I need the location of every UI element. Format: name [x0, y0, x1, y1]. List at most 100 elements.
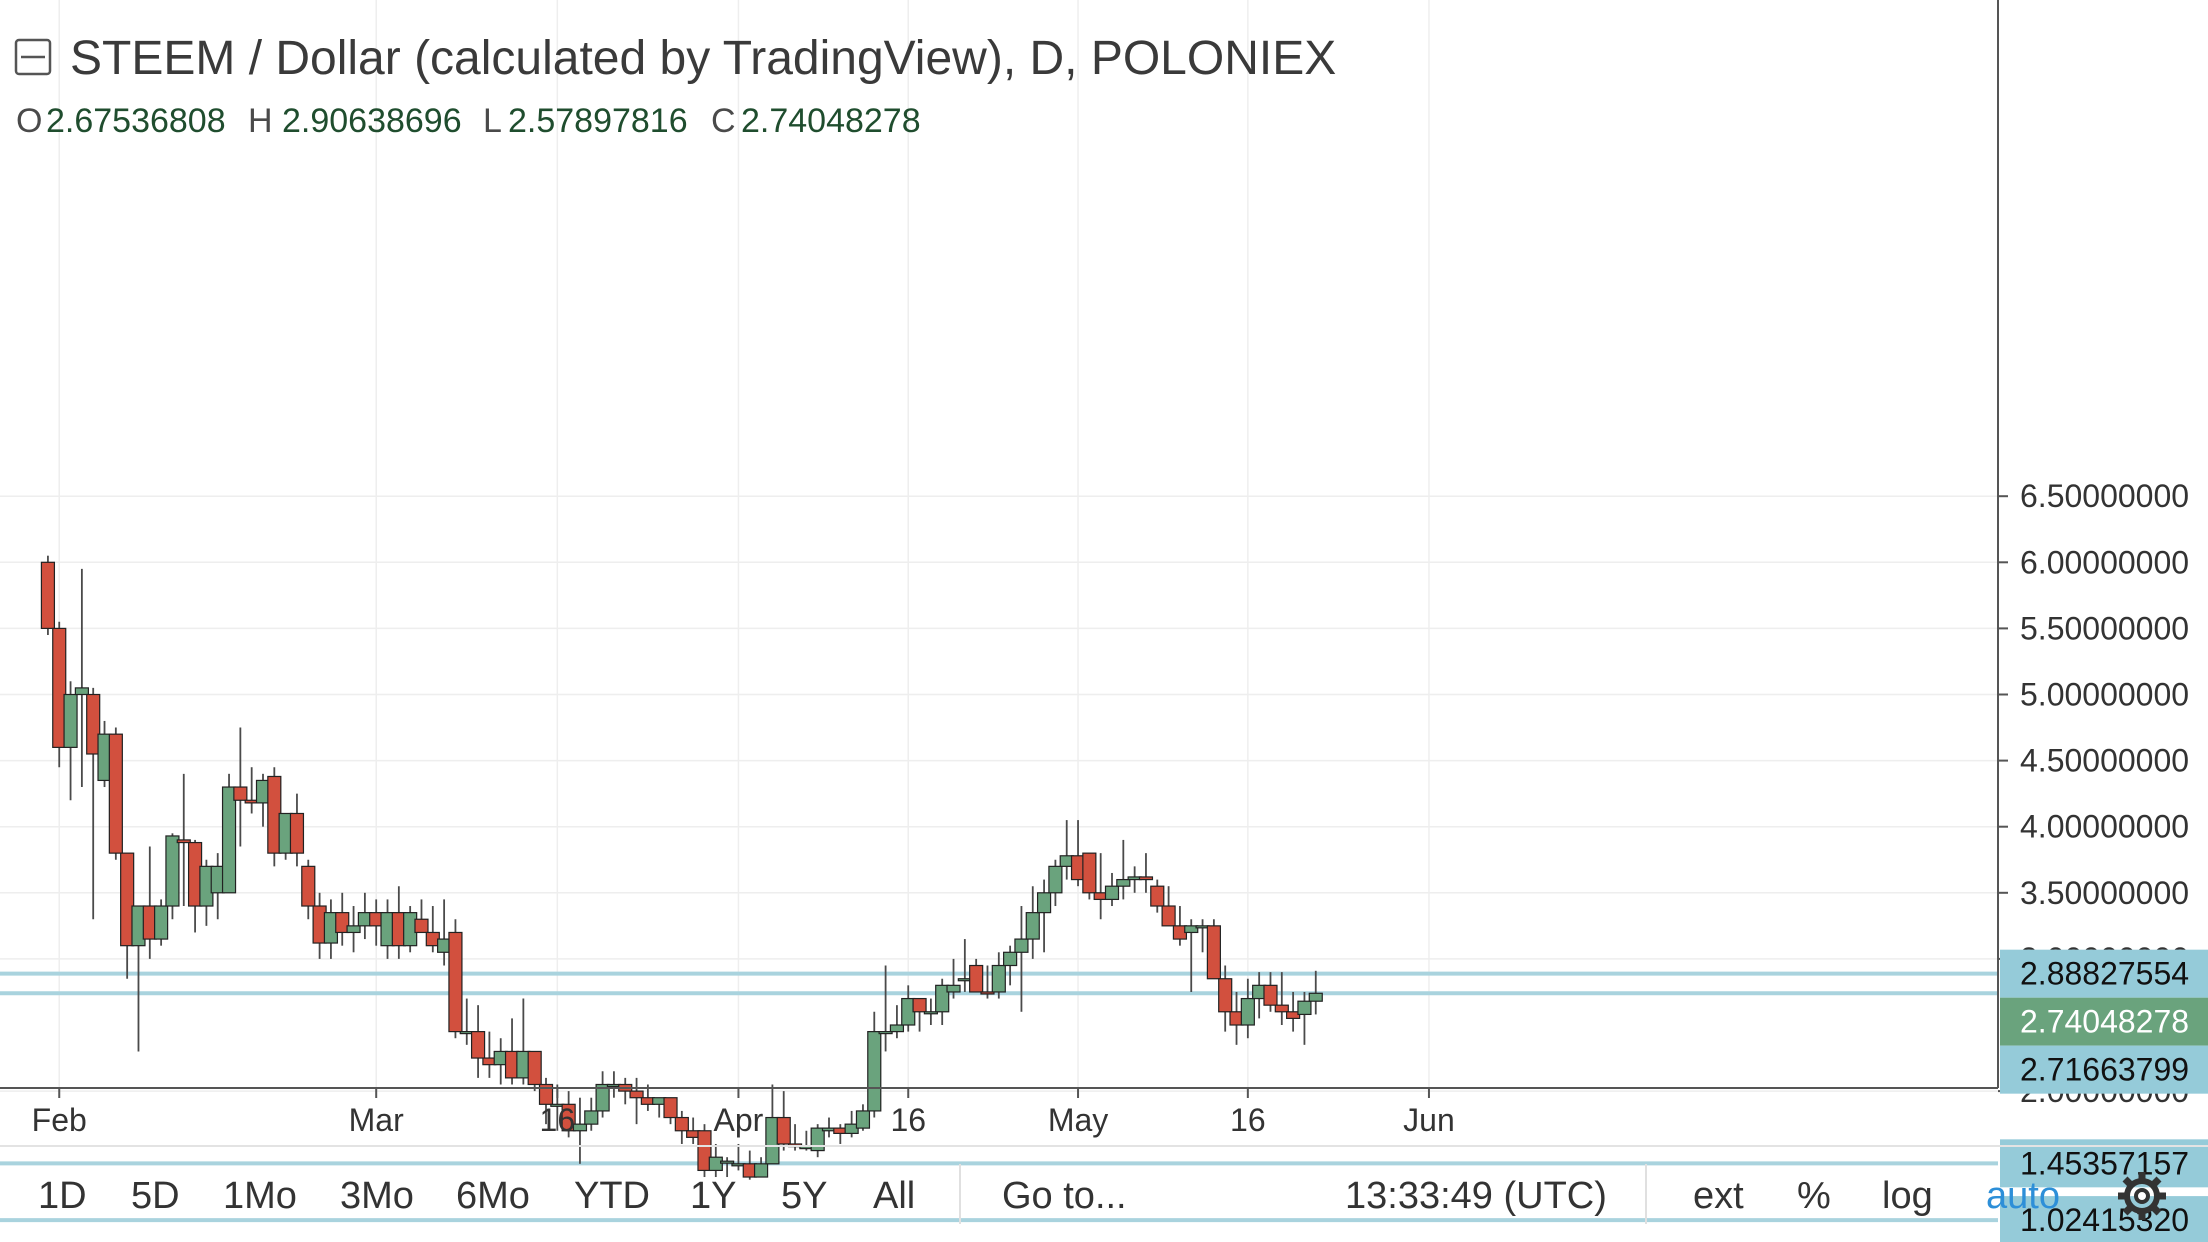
candle[interactable]	[991, 952, 1006, 999]
candle[interactable]	[301, 859, 316, 920]
candle[interactable]	[97, 720, 112, 788]
candle[interactable]	[912, 997, 927, 1032]
candle[interactable]	[674, 1110, 689, 1144]
candle[interactable]	[889, 1005, 905, 1039]
candle[interactable]	[504, 1018, 520, 1085]
range-1y-button[interactable]: 1Y	[690, 1175, 736, 1217]
candle[interactable]	[776, 1091, 791, 1151]
candle[interactable]	[63, 681, 78, 801]
utc-clock[interactable]: 13:33:49 (UTC)	[1345, 1175, 1607, 1217]
candle[interactable]	[969, 958, 984, 993]
candle[interactable]	[1240, 978, 1255, 1039]
candle[interactable]	[380, 899, 395, 959]
candle[interactable]	[142, 846, 157, 959]
candle[interactable]	[742, 1150, 757, 1180]
range-ytd-button[interactable]: YTD	[574, 1175, 650, 1217]
candle[interactable]	[878, 965, 893, 1052]
candle[interactable]	[187, 839, 203, 933]
log-scale-toggle[interactable]: log	[1882, 1175, 1933, 1217]
candle[interactable]	[176, 773, 191, 907]
candle[interactable]	[1206, 919, 1221, 980]
candle[interactable]	[753, 1157, 769, 1178]
candle[interactable]	[1218, 965, 1233, 1032]
candle[interactable]	[663, 1097, 678, 1125]
candle[interactable]	[1172, 906, 1188, 946]
range-5d-button[interactable]: 5D	[131, 1175, 180, 1217]
candle[interactable]	[40, 555, 56, 636]
candle[interactable]	[867, 1011, 882, 1118]
candle[interactable]	[1036, 879, 1052, 953]
range-1mo-button[interactable]: 1Mo	[223, 1175, 297, 1217]
candle[interactable]	[74, 568, 89, 788]
candle[interactable]	[414, 899, 429, 934]
candle[interactable]	[221, 773, 237, 894]
candle[interactable]	[584, 1097, 599, 1131]
auto-scale-toggle[interactable]: auto	[1986, 1175, 2060, 1217]
candle[interactable]	[233, 727, 248, 847]
candle[interactable]	[923, 998, 938, 1025]
candle[interactable]	[1297, 991, 1312, 1045]
candle[interactable]	[1003, 945, 1018, 986]
candle[interactable]	[1184, 919, 1199, 992]
candle[interactable]	[1138, 853, 1154, 893]
candle[interactable]	[86, 687, 101, 920]
candle[interactable]	[810, 1124, 825, 1158]
range-5y-button[interactable]: 5Y	[781, 1175, 827, 1217]
candle[interactable]	[1286, 991, 1301, 1032]
bottom-toolbar[interactable]: 1D 5D 1Mo 3Mo 6Mo YTD 1Y 5Y All Go to...…	[38, 1164, 2166, 1224]
candle[interactable]	[210, 853, 225, 920]
candle[interactable]	[1274, 972, 1289, 1025]
candles[interactable]	[40, 555, 1323, 1180]
candle[interactable]	[1104, 872, 1120, 907]
candle[interactable]	[335, 892, 350, 946]
candle[interactable]	[572, 1097, 588, 1164]
candle[interactable]	[708, 1143, 723, 1178]
candle[interactable]	[527, 1050, 542, 1092]
candle[interactable]	[538, 1077, 554, 1125]
candle[interactable]	[561, 1091, 576, 1138]
candle[interactable]	[1150, 879, 1165, 913]
candle[interactable]	[1308, 970, 1323, 1015]
goto-button[interactable]: Go to...	[1002, 1175, 1127, 1217]
candle[interactable]	[980, 965, 995, 999]
candle[interactable]	[108, 727, 123, 860]
candle[interactable]	[52, 621, 67, 768]
range-6mo-button[interactable]: 6Mo	[456, 1175, 530, 1217]
candle[interactable]	[289, 793, 305, 867]
gear-icon[interactable]	[2118, 1172, 2166, 1220]
candle[interactable]	[165, 833, 180, 920]
candle[interactable]	[720, 1157, 735, 1178]
range-all-button[interactable]: All	[873, 1175, 915, 1217]
candle[interactable]	[403, 906, 418, 953]
candle[interactable]	[1263, 972, 1278, 1012]
candle[interactable]	[946, 958, 961, 999]
candle[interactable]	[346, 906, 361, 953]
candle[interactable]	[391, 886, 406, 959]
candle[interactable]	[1252, 972, 1267, 1019]
candle[interactable]	[855, 1104, 871, 1131]
candle[interactable]	[120, 852, 135, 979]
candle[interactable]	[844, 1110, 859, 1138]
range-1d-button[interactable]: 1D	[38, 1175, 87, 1217]
candle[interactable]	[595, 1071, 610, 1118]
candle[interactable]	[935, 978, 950, 1025]
ext-hours-toggle[interactable]: ext	[1693, 1175, 1744, 1217]
candle[interactable]	[697, 1124, 712, 1178]
candle[interactable]	[629, 1077, 644, 1125]
candle[interactable]	[493, 1038, 508, 1085]
candle[interactable]	[1014, 906, 1029, 1012]
candle[interactable]	[1025, 886, 1040, 959]
candle[interactable]	[901, 985, 916, 1032]
candle[interactable]	[154, 899, 169, 946]
collapse-icon[interactable]	[14, 38, 52, 76]
percent-scale-toggle[interactable]: %	[1797, 1175, 1831, 1217]
candle[interactable]	[448, 919, 463, 1039]
symbol-header[interactable]: STEEM / Dollar (calculated by TradingVie…	[14, 32, 1336, 85]
candle[interactable]	[470, 1005, 486, 1078]
time-scale[interactable]: Feb Mar 16 Apr 16 May 16 Jun	[32, 1088, 1455, 1138]
candle[interactable]	[425, 906, 440, 953]
candle[interactable]	[1161, 886, 1176, 927]
candle[interactable]	[323, 899, 339, 959]
candle[interactable]	[1048, 859, 1063, 907]
